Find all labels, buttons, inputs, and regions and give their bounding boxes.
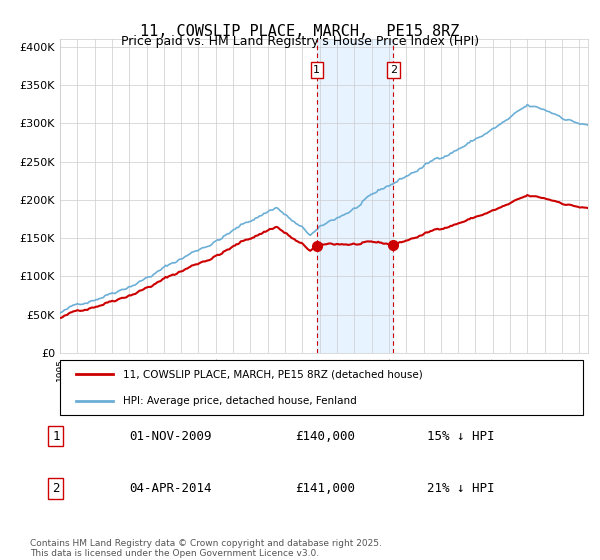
Text: 04-APR-2014: 04-APR-2014 xyxy=(130,482,212,495)
Text: HPI: Average price, detached house, Fenland: HPI: Average price, detached house, Fenl… xyxy=(124,396,357,407)
Text: 11, COWSLIP PLACE, MARCH,  PE15 8RZ: 11, COWSLIP PLACE, MARCH, PE15 8RZ xyxy=(140,24,460,39)
Text: 01-NOV-2009: 01-NOV-2009 xyxy=(130,430,212,443)
Text: 1: 1 xyxy=(52,430,59,443)
Text: 1: 1 xyxy=(313,65,320,75)
Text: 11, COWSLIP PLACE, MARCH, PE15 8RZ (detached house): 11, COWSLIP PLACE, MARCH, PE15 8RZ (deta… xyxy=(124,369,423,379)
Text: £140,000: £140,000 xyxy=(295,430,355,443)
Text: 2: 2 xyxy=(389,65,397,75)
Text: 21% ↓ HPI: 21% ↓ HPI xyxy=(427,482,495,495)
Text: 15% ↓ HPI: 15% ↓ HPI xyxy=(427,430,495,443)
FancyBboxPatch shape xyxy=(60,360,583,416)
Text: 2: 2 xyxy=(52,482,59,495)
Bar xyxy=(317,39,393,353)
Text: Contains HM Land Registry data © Crown copyright and database right 2025.
This d: Contains HM Land Registry data © Crown c… xyxy=(30,539,382,558)
Text: Price paid vs. HM Land Registry's House Price Index (HPI): Price paid vs. HM Land Registry's House … xyxy=(121,35,479,48)
Text: £141,000: £141,000 xyxy=(295,482,355,495)
